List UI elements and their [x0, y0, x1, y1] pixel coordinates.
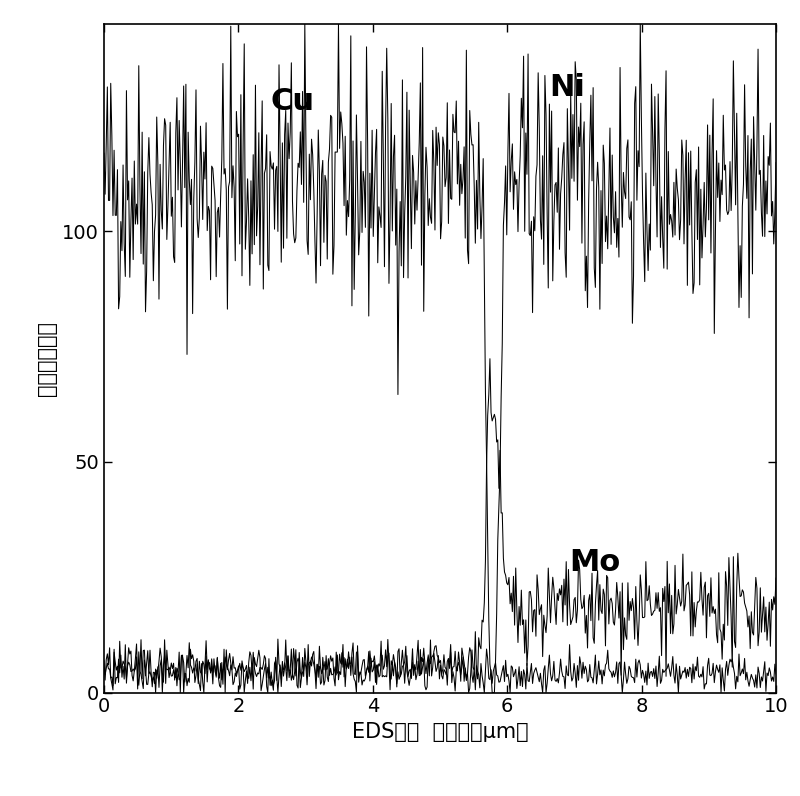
- Text: Mo: Mo: [569, 548, 620, 577]
- Text: Ni: Ni: [550, 73, 586, 102]
- X-axis label: EDS线扫  描距离（μm）: EDS线扫 描距离（μm）: [352, 722, 528, 742]
- Text: Cu: Cu: [270, 87, 314, 116]
- Y-axis label: 元素相对含量: 元素相对含量: [37, 321, 57, 396]
